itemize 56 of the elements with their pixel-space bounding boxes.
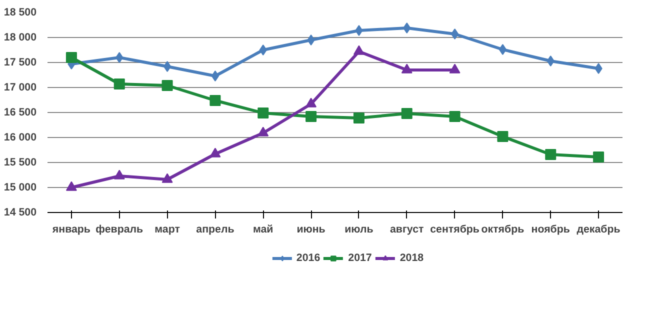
point bbox=[594, 63, 602, 74]
x-tick-label: июль bbox=[344, 224, 374, 236]
point bbox=[210, 95, 221, 106]
point bbox=[403, 22, 411, 34]
x-tick-label: январь bbox=[52, 224, 91, 236]
y-tick-label: 14 500 bbox=[4, 206, 37, 218]
x-tick-label: февраль bbox=[96, 224, 144, 236]
y-tick-label: 15 500 bbox=[4, 156, 37, 168]
point bbox=[497, 131, 508, 142]
point bbox=[306, 111, 317, 122]
point bbox=[116, 52, 124, 63]
y-tick-label: 17 000 bbox=[4, 82, 37, 94]
x-tick-label: март bbox=[154, 224, 180, 236]
point bbox=[545, 149, 556, 160]
point bbox=[114, 78, 125, 90]
point bbox=[498, 44, 507, 55]
point bbox=[449, 111, 460, 122]
point bbox=[355, 25, 363, 36]
y-tick-label: 16 000 bbox=[4, 132, 37, 144]
y-tick-label: 18 000 bbox=[4, 32, 37, 44]
point bbox=[546, 56, 554, 66]
x-tick-label: июнь bbox=[296, 224, 326, 236]
point bbox=[66, 52, 77, 63]
x-tick-label: ноябрь bbox=[531, 224, 570, 236]
legend-label: 2017 bbox=[348, 252, 372, 264]
point bbox=[353, 112, 364, 124]
point bbox=[258, 126, 269, 136]
point bbox=[449, 64, 460, 74]
point bbox=[450, 28, 459, 40]
x-tick-label: декабрь bbox=[576, 224, 621, 236]
y-tick-label: 16 500 bbox=[4, 106, 37, 118]
point bbox=[163, 61, 172, 72]
point bbox=[306, 98, 317, 108]
point bbox=[259, 44, 267, 56]
y-tick-label: 18 500 bbox=[4, 6, 37, 18]
y-tick-label: 15 000 bbox=[4, 182, 37, 194]
point bbox=[353, 45, 364, 55]
point bbox=[66, 181, 77, 191]
x-tick-label: апрель bbox=[196, 224, 235, 236]
point bbox=[307, 34, 315, 46]
point bbox=[401, 64, 412, 74]
legend-label: 2018 bbox=[400, 252, 424, 264]
x-tick-label: сентябрь bbox=[430, 224, 480, 236]
point bbox=[162, 80, 173, 91]
x-tick-label: май bbox=[253, 224, 274, 236]
point bbox=[210, 148, 221, 158]
legend-label: 2016 bbox=[296, 252, 320, 264]
point bbox=[593, 152, 604, 162]
y-tick-label: 17 500 bbox=[4, 56, 37, 68]
point bbox=[162, 173, 173, 183]
x-tick-label: октябрь bbox=[481, 224, 525, 236]
point bbox=[211, 70, 220, 82]
point bbox=[258, 108, 269, 118]
x-tick-label: август bbox=[390, 224, 424, 236]
point bbox=[401, 108, 412, 119]
point bbox=[114, 170, 125, 180]
